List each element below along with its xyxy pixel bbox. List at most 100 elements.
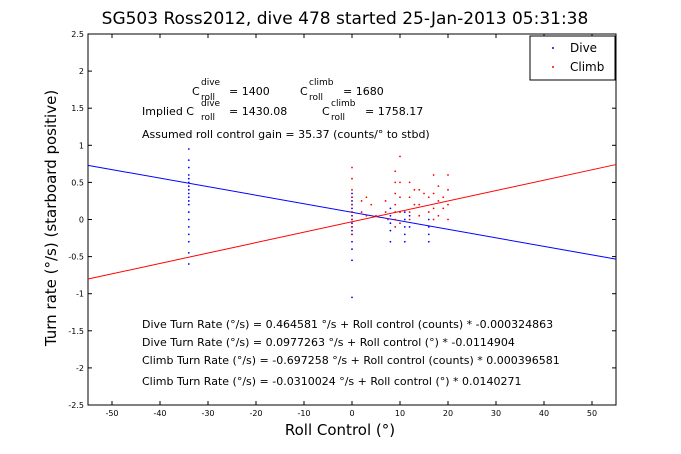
x-axis-label: Roll Control (°)	[285, 421, 395, 439]
dive-point	[389, 214, 392, 217]
implied-dive-sub: roll	[201, 113, 215, 123]
climb-point	[437, 185, 440, 188]
dive-point	[427, 218, 430, 221]
climb-point	[360, 211, 363, 213]
dive-point	[427, 233, 430, 236]
x-tick-label: -20	[249, 409, 262, 418]
dive-point	[351, 240, 353, 243]
climb-point	[418, 203, 421, 206]
implied-climb-value: = 1758.17	[365, 105, 423, 118]
climb-point	[447, 203, 449, 206]
climb-point	[370, 203, 373, 206]
dive-point	[187, 240, 190, 243]
climb-point	[442, 207, 445, 210]
implied-climb-sub: roll	[331, 113, 345, 123]
climb-point	[399, 196, 401, 199]
climb-point	[408, 181, 411, 184]
dive-point	[187, 218, 190, 221]
equation-dive-counts: Dive Turn Rate (°/s) = 0.464581 °/s + Ro…	[142, 318, 553, 331]
climb-point	[418, 188, 421, 191]
climb-point	[399, 211, 401, 213]
dive-point	[351, 259, 353, 262]
dive-point	[389, 229, 392, 232]
y-tick-label: -1	[76, 290, 84, 299]
x-tick-label: 0	[349, 409, 354, 418]
implied-dive-value: = 1430.08	[229, 105, 287, 118]
climb-point	[437, 200, 440, 202]
climb-point	[351, 177, 353, 180]
climb-point	[360, 200, 363, 202]
dive-point	[351, 248, 353, 251]
legend-dive-marker	[552, 47, 554, 49]
implied-dive-sup: dive	[201, 99, 221, 109]
climb-point	[394, 170, 397, 173]
x-tick-label: 50	[587, 409, 597, 418]
climb-point	[442, 196, 445, 199]
climb-point	[408, 196, 411, 199]
climb-point	[351, 233, 353, 236]
dive-point	[187, 203, 190, 206]
climb-point	[365, 214, 368, 217]
legend-climb-label: Climb	[570, 60, 604, 74]
dive-point	[427, 226, 430, 228]
x-tick-label: -40	[153, 409, 166, 418]
dive-point	[187, 251, 190, 254]
c-dive-letter: C	[192, 85, 200, 98]
climb-point	[427, 196, 430, 199]
data-points	[187, 148, 449, 299]
dive-point	[187, 263, 190, 265]
roll-gain-text: Assumed roll control gain = 35.37 (count…	[142, 128, 430, 141]
x-tick-label: 20	[443, 409, 453, 418]
legend: Dive Climb	[529, 35, 616, 81]
y-tick-label: 2.5	[71, 30, 84, 39]
dive-point	[187, 177, 190, 180]
climb-point	[437, 214, 440, 217]
x-axis-ticks: -50 -40 -30 -20 -10 0 10 20 30 40 50	[105, 34, 597, 418]
x-tick-label: -50	[105, 409, 118, 418]
dive-point	[389, 222, 392, 225]
climb-point	[351, 203, 353, 206]
climb-point	[399, 155, 401, 158]
roll-coefficient-annotation: C dive roll = 1400 C climb roll = 1680 I…	[142, 78, 430, 141]
dive-point	[351, 296, 353, 299]
dive-point	[187, 174, 190, 176]
dive-point	[187, 166, 190, 169]
dive-point	[351, 214, 353, 217]
y-tick-label: 1.5	[71, 104, 84, 113]
y-axis-label: Turn rate (°/s) (starboard positive)	[42, 90, 60, 347]
equation-dive-degrees: Dive Turn Rate (°/s) = 0.0977263 °/s + R…	[142, 336, 515, 349]
x-tick-label: -30	[201, 409, 214, 418]
climb-point	[384, 211, 387, 213]
climb-point	[447, 218, 449, 221]
climb-point	[447, 188, 449, 191]
climb-point	[384, 200, 387, 202]
dive-point	[427, 240, 430, 243]
climb-point	[351, 166, 353, 169]
dive-point	[187, 181, 190, 184]
climb-point	[432, 207, 435, 210]
y-tick-label: 2	[79, 67, 84, 76]
climb-point	[399, 181, 401, 184]
climb-point	[427, 211, 430, 213]
dive-point	[408, 226, 411, 228]
y-tick-label: 1	[79, 141, 84, 150]
climb-fit-line	[87, 164, 617, 280]
dive-point	[187, 233, 190, 236]
c-dive-value: = 1400	[229, 85, 270, 98]
climb-point	[447, 174, 449, 176]
c-climb-sup: climb	[309, 78, 334, 88]
implied-climb-sup: climb	[331, 99, 356, 109]
chart-title: SG503 Ross2012, dive 478 started 25-Jan-…	[102, 9, 589, 29]
fit-equations: Dive Turn Rate (°/s) = 0.464581 °/s + Ro…	[142, 318, 560, 388]
climb-point	[351, 226, 353, 228]
dive-point	[187, 196, 190, 199]
climb-point	[387, 218, 389, 221]
x-tick-label: 30	[491, 409, 501, 418]
climb-point	[432, 192, 435, 195]
dive-point	[351, 192, 353, 195]
dive-point	[408, 214, 411, 217]
x-tick-label: 10	[395, 409, 405, 418]
c-dive-sup: dive	[201, 78, 221, 88]
dive-point	[187, 226, 190, 228]
legend-box	[529, 35, 616, 81]
